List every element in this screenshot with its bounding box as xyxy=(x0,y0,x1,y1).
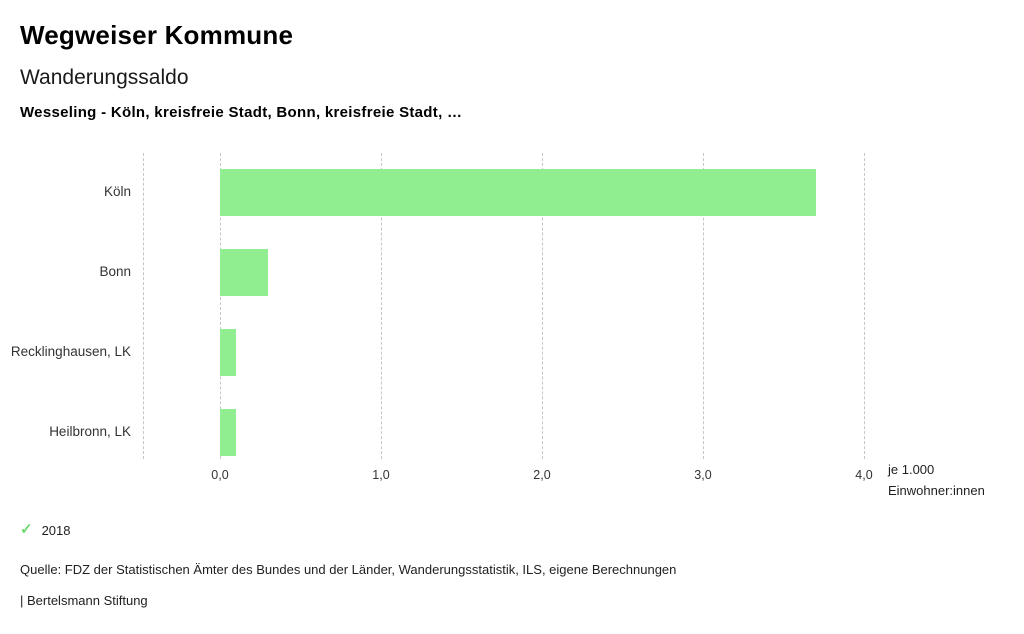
gridline xyxy=(542,153,543,459)
page-title: Wegweiser Kommune xyxy=(20,20,294,50)
x-tick-label: 1,0 xyxy=(372,468,390,482)
chart-title: Wanderungssaldo xyxy=(20,66,189,89)
gridline xyxy=(220,153,221,459)
bar[interactable] xyxy=(220,249,269,296)
plot-area xyxy=(143,153,865,459)
x-tick-label: 0,0 xyxy=(211,468,229,482)
legend-item-2018[interactable]: ✓ 2018 xyxy=(20,522,71,538)
bar[interactable] xyxy=(220,329,237,376)
legend-item-label: 2018 xyxy=(41,522,71,538)
x-tick-label: 2,0 xyxy=(533,468,551,482)
gridline xyxy=(381,153,382,459)
axis-unit-label: je 1.000 Einwohner:innen xyxy=(888,459,985,501)
check-icon: ✓ xyxy=(20,521,33,538)
category-label: Köln xyxy=(103,184,131,200)
gridline xyxy=(864,153,865,459)
category-label: Bonn xyxy=(99,264,131,280)
axis-unit-line1: je 1.000 xyxy=(888,462,935,477)
x-tick-label: 3,0 xyxy=(694,468,712,482)
category-label: Recklinghausen, LK xyxy=(10,344,131,360)
x-axis: 0,0 1,0 2,0 3,0 4,0 xyxy=(143,468,872,488)
attribution: | Bertelsmann Stiftung xyxy=(20,593,148,608)
x-tick-label: 4,0 xyxy=(855,468,873,482)
gridline xyxy=(703,153,704,459)
y-axis-labels: Köln Bonn Recklinghausen, LK Heilbronn, LK xyxy=(0,153,131,459)
category-label: Heilbronn, LK xyxy=(49,424,131,440)
bar[interactable] xyxy=(220,169,816,216)
axis-boundary-line xyxy=(143,153,144,459)
bar[interactable] xyxy=(220,409,237,456)
chart-subtitle: Wesseling - Köln, kreisfreie Stadt, Bonn… xyxy=(20,104,463,121)
axis-unit-line2: Einwohner:innen xyxy=(888,483,985,498)
source-note: Quelle: FDZ der Statistischen Ämter des … xyxy=(20,562,677,577)
